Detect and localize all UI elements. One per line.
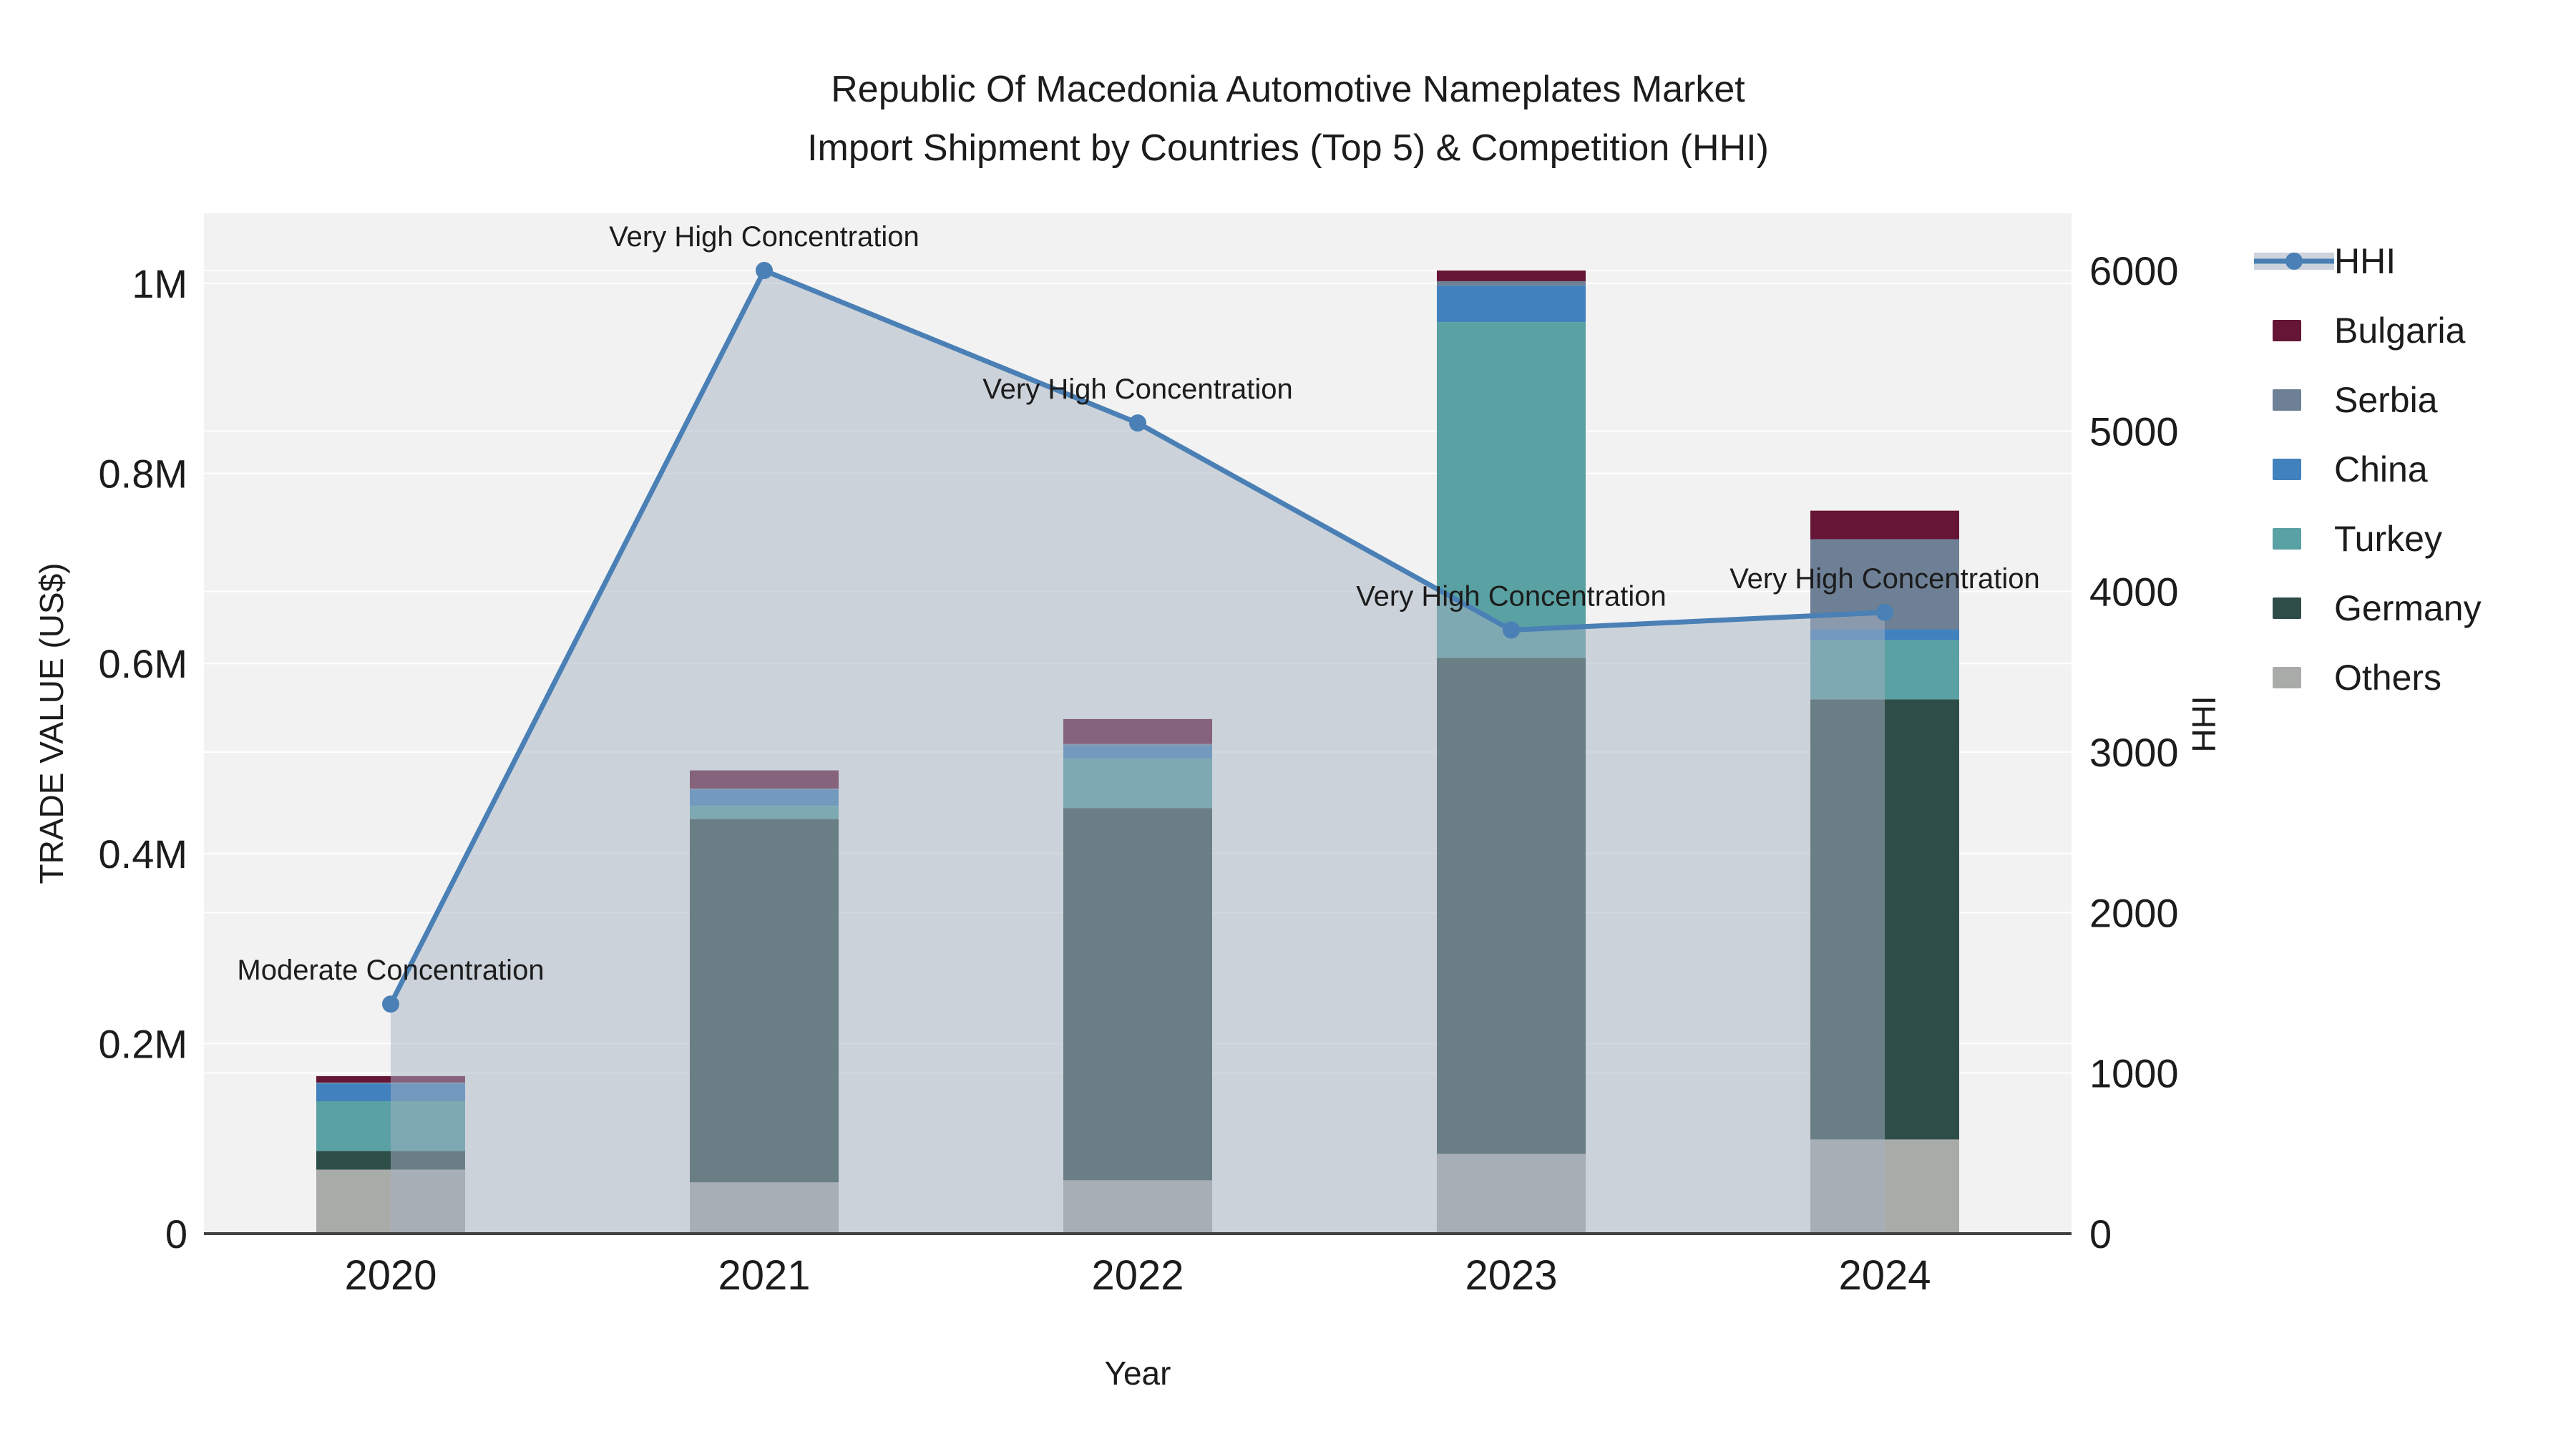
y-left-tick-label: 0.4M	[99, 831, 188, 877]
bar-segment-bulgaria-2024[interactable]	[1810, 510, 1959, 540]
x-tick-label: 2020	[344, 1252, 436, 1299]
y-left-tick-label: 0	[165, 1211, 187, 1257]
hhi-marker-2022[interactable]	[1129, 414, 1146, 432]
annotation-2022: Very High Concentration	[982, 374, 1293, 405]
legend-label: Others	[2334, 657, 2442, 698]
legend-item-turkey[interactable]: Turkey	[2254, 504, 2576, 573]
y-right-axis-title: HHI	[2185, 696, 2223, 753]
legend-label: Serbia	[2334, 379, 2438, 420]
legend-label: China	[2334, 449, 2428, 489]
turkey-swatch-icon	[2273, 527, 2301, 550]
others-swatch-icon	[2273, 666, 2301, 688]
x-tick-label: 2023	[1465, 1252, 1557, 1299]
y-right-tick-label: 2000	[2089, 890, 2179, 935]
hhi-marker-2024[interactable]	[1876, 603, 1893, 621]
legend-item-hhi[interactable]: HHI	[2254, 226, 2576, 296]
hhi-marker-2021[interactable]	[756, 262, 773, 279]
legend: HHI Bulgaria Serbia China Turkey Germany…	[2254, 226, 2576, 712]
y-left-tick-label: 0.6M	[99, 641, 188, 686]
y-right-tick-label: 3000	[2089, 730, 2179, 775]
y-left-tick-label: 0.2M	[99, 1021, 188, 1066]
x-tick-label: 2021	[718, 1252, 810, 1299]
bar-segment-china-2023[interactable]	[1437, 286, 1586, 323]
legend-item-serbia[interactable]: Serbia	[2254, 365, 2576, 434]
hhi-marker-2023[interactable]	[1503, 621, 1520, 639]
y-left-tick-label: 0.8M	[99, 452, 188, 497]
y-right-tick-label: 4000	[2089, 570, 2179, 615]
legend-label: Turkey	[2334, 518, 2442, 559]
y-left-axis-title: TRADE VALUE (US$)	[33, 562, 70, 884]
china-swatch-icon	[2273, 458, 2301, 480]
legend-item-china[interactable]: China	[2254, 434, 2576, 504]
legend-item-germany[interactable]: Germany	[2254, 573, 2576, 643]
germany-swatch-icon	[2273, 597, 2301, 619]
y-left-tick-label: 1M	[132, 261, 187, 306]
hhi-line-swatch-icon	[2254, 226, 2334, 296]
chart-title-line1: Republic Of Macedonia Automotive Namepla…	[831, 69, 1745, 110]
x-axis-title: Year	[1104, 1355, 1171, 1392]
legend-label: Germany	[2334, 587, 2482, 628]
y-right-tick-label: 1000	[2089, 1051, 2179, 1096]
legend-item-bulgaria[interactable]: Bulgaria	[2254, 296, 2576, 365]
hhi-marker-2020[interactable]	[382, 995, 399, 1013]
y-right-tick-label: 6000	[2089, 248, 2179, 293]
legend-label: HHI	[2334, 240, 2396, 281]
bar-segment-serbia-2023[interactable]	[1437, 280, 1586, 286]
legend-label: Bulgaria	[2334, 310, 2466, 351]
y-right-tick-label: 5000	[2089, 409, 2179, 454]
x-tick-label: 2022	[1091, 1252, 1184, 1299]
x-tick-label: 2024	[1838, 1252, 1931, 1299]
annotation-2020: Moderate Concentration	[237, 955, 544, 986]
y-right-tick-label: 0	[2089, 1211, 2112, 1257]
bulgaria-swatch-icon	[2273, 319, 2301, 341]
hhi-area-fill	[391, 270, 1885, 1234]
chart-title-line2: Import Shipment by Countries (Top 5) & C…	[807, 127, 1769, 169]
annotation-2021: Very High Concentration	[609, 221, 919, 253]
annotation-2023: Very High Concentration	[1356, 581, 1667, 613]
serbia-swatch-icon	[2273, 389, 2301, 411]
legend-item-others[interactable]: Others	[2254, 643, 2576, 712]
annotation-2024: Very High Concentration	[1729, 563, 2040, 595]
bar-segment-bulgaria-2023[interactable]	[1437, 270, 1586, 281]
